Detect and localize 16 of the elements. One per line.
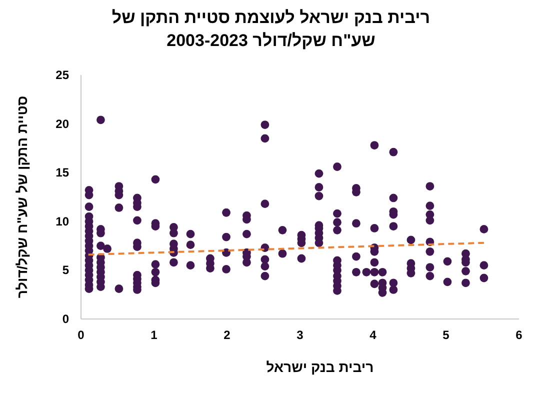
y-tick-label: 25 [56,68,70,82]
x-tick-label: 2 [224,328,231,342]
x-axis-title: ריבית בנק ישראל [266,359,374,375]
x-tick-label: 1 [150,328,158,342]
y-tick-label: 0 [62,312,70,326]
x-tick-label: 0 [78,328,85,342]
x-tick-label: 6 [516,328,523,342]
y-axis-title: סטיית התקן של שע"ח שקל/דולר [14,96,30,298]
chart-title: ריבית בנק ישראל לעוצמת סטיית התקן של שע"ח שקל/דולר 2003-2023 [110,7,432,52]
x-tick-label: 3 [296,328,304,342]
y-tick-label: 20 [56,116,70,131]
y-tick-label: 5 [62,263,70,278]
y-tick-label: 10 [56,214,70,228]
x-tick-label: 4 [370,328,377,342]
x-tick-label: 5 [442,328,450,342]
y-tick-label: 15 [56,166,70,180]
